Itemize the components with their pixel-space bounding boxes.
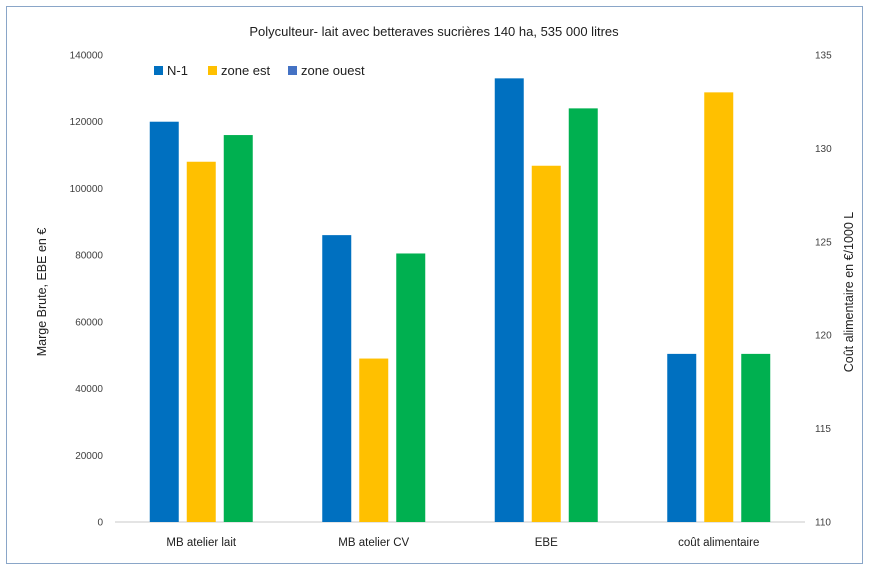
legend-swatch (154, 66, 163, 75)
y2-tick-label: 120 (815, 331, 832, 342)
y2-tick-label: 125 (815, 237, 832, 248)
y-tick-label: 0 (97, 518, 103, 529)
bar-1-0 (322, 235, 352, 522)
bar-2-2 (568, 108, 598, 522)
y2-tick-label: 110 (815, 518, 831, 529)
bar-3-2 (741, 353, 771, 522)
category-label: MB atelier lait (166, 537, 236, 549)
bars (149, 78, 771, 523)
legend-label: zone est (221, 63, 271, 78)
y2-tick-label: 130 (815, 144, 832, 155)
category-labels: MB atelier lait MB atelier CV EBE coût alim… (166, 537, 759, 549)
chart-frame: Polyculteur- lait avec betteraves sucriè… (6, 6, 863, 564)
bar-0-1 (186, 161, 216, 522)
bar-1-2 (396, 253, 426, 522)
y-axis-ticks: 0 20000 40000 60000 80000 100000 120000 140000 (70, 51, 104, 529)
y2-tick-label: 135 (815, 51, 832, 62)
legend: N-1 zone est zone ouest (154, 63, 365, 78)
legend-swatch (208, 66, 217, 75)
y-tick-label: 20000 (75, 451, 103, 462)
chart-title: Polyculteur- lait avec betteraves sucriè… (249, 24, 619, 39)
bar-0-2 (223, 135, 253, 523)
bar-3-0 (667, 353, 697, 522)
bar-0-0 (149, 121, 179, 522)
legend-label: zone ouest (301, 63, 365, 78)
bar-chart: Polyculteur- lait avec betteraves sucriè… (35, 24, 856, 549)
y2-axis-label: Coût alimentaire en €/1000 L (842, 212, 856, 373)
bar-3-1 (704, 92, 734, 523)
y-tick-label: 120000 (70, 117, 104, 128)
y-tick-label: 60000 (75, 317, 103, 328)
legend-swatch (288, 66, 297, 75)
y2-axis-ticks: 110 115 120 125 130 135 (815, 51, 832, 529)
y-tick-label: 140000 (70, 51, 104, 62)
category-label: EBE (535, 537, 558, 549)
bar-2-0 (494, 78, 524, 522)
y-axis-label: Marge Brute, EBE en € (35, 228, 49, 357)
y-tick-label: 40000 (75, 384, 103, 395)
bar-2-1 (531, 165, 561, 522)
legend-label: N-1 (167, 63, 188, 78)
category-label: coût alimentaire (678, 537, 759, 549)
y-tick-label: 80000 (75, 251, 103, 262)
y-tick-label: 100000 (70, 184, 104, 195)
bar-1-1 (359, 358, 389, 522)
category-label: MB atelier CV (338, 537, 409, 549)
y2-tick-label: 115 (815, 424, 831, 435)
